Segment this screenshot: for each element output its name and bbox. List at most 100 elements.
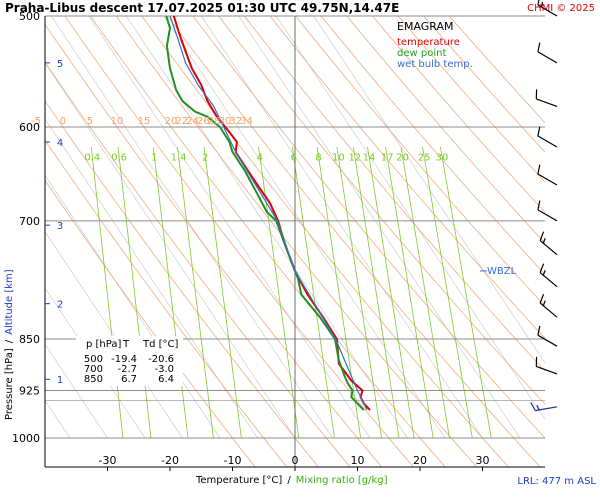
mixing-ratio-line: [117, 146, 152, 439]
wind-barb-staff: [537, 135, 558, 148]
wbzl-marker: WBZL: [480, 266, 517, 277]
dry-adiabat-line: [45, 23, 383, 467]
legend-title: EMAGRAM: [397, 20, 454, 33]
wind-barb-staff: [536, 98, 558, 107]
copyright-label: CHMI © 2025: [527, 3, 595, 14]
chart-title: Praha-Libus descent 17.07.2025 01:30 UTC…: [5, 1, 399, 15]
wind-barb: [537, 200, 558, 222]
wind-barb: [530, 402, 558, 412]
dry-adiabat-line: [243, 16, 545, 372]
altitude-axis-label: Altitude [km]: [4, 269, 15, 335]
theta-label: 26: [197, 116, 210, 127]
moist-adiabat-line: [238, 16, 521, 439]
theta-label: 5: [87, 116, 93, 127]
mixing-ratio-line: [385, 146, 434, 439]
wind-barb: [537, 126, 558, 148]
mixing-ratio-label: 8: [315, 153, 321, 164]
mixing-ratio-label: 30: [436, 153, 449, 164]
dry-adiabat-line: [192, 16, 545, 439]
wind-barb: [539, 263, 558, 288]
mixing-ratio-label: 1: [151, 153, 157, 164]
temperature-tick-label: 20: [413, 454, 427, 467]
lrl-label: LRL: 477 m ASL: [517, 476, 596, 487]
mixing-ratio-line: [90, 146, 124, 439]
altitude-tick-label: 2: [57, 300, 63, 311]
mixing-ratio-line: [336, 146, 382, 439]
altitude-tick-label: 4: [57, 138, 63, 149]
theta-label: 28: [208, 116, 221, 127]
wind-barb: [535, 89, 558, 107]
theta-label: 22: [175, 116, 188, 127]
pressure-tick-label: 700: [19, 215, 40, 228]
wind-barb-feather: [539, 293, 545, 304]
altitude-ticks: 5 4 3 2 1: [45, 59, 63, 386]
mixing-ratio-lines: [90, 146, 492, 439]
mixing-ratio-line: [439, 146, 492, 439]
dry-adiabat-line: [45, 139, 288, 467]
dry-adiabat-line: [269, 16, 545, 339]
mixing-ratio-label: 10: [332, 153, 345, 164]
dry-adiabat-line: [45, 179, 256, 467]
temperature-tick-label: 30: [476, 454, 490, 467]
table-row-500-t: -19.4: [111, 354, 137, 365]
altitude-tick-label: 5: [57, 59, 63, 70]
x-axis-label: Temperature [°C] / Mixing ratio [g/kg]: [195, 475, 388, 486]
wind-barb: [537, 0, 558, 17]
profile-series: [165, 16, 371, 411]
moist-adiabat-line: [45, 118, 258, 439]
altitude-tick-label: 3: [57, 221, 63, 232]
dry-adiabat-line: [397, 16, 545, 183]
theta-label: 0: [60, 116, 66, 127]
wind-barb-half-feather: [536, 405, 540, 411]
legend: EMAGRAM temperature dew point wet bulb t…: [397, 20, 473, 70]
theta-label: 15: [138, 116, 151, 127]
pressure-ticks: 500 600 700 850 925 1000: [12, 10, 40, 445]
mixing-ratio-line: [291, 146, 335, 439]
mixing-ratio-line: [177, 146, 214, 439]
dry-adiabat-line: [218, 16, 545, 405]
moist-adiabat-line: [45, 343, 108, 439]
mixing-ratio-line: [422, 146, 473, 439]
table-row-850-t: 6.7: [121, 374, 137, 385]
wind-barb-staff: [537, 51, 558, 64]
moist-adiabat-line: [163, 16, 446, 439]
wind-barbs: [530, 0, 558, 412]
theta-label: 20: [165, 116, 178, 127]
temperature-tick-label: -20: [161, 454, 179, 467]
table-row-850-td: 6.4: [158, 374, 174, 385]
wind-barb-feather: [537, 42, 541, 53]
wind-barb: [535, 356, 558, 375]
pressure-tick-label: 500: [19, 10, 40, 23]
pressure-tick-label: 925: [19, 385, 40, 398]
dry-adiabat-line: [372, 16, 545, 213]
table-row-500-td: -20.6: [148, 354, 174, 365]
legend-wetbulb: wet bulb temp.: [397, 59, 473, 70]
table-row-700-td: -3.0: [154, 364, 174, 375]
wind-barb-staff: [537, 173, 558, 186]
mixing-ratio-label: 17: [381, 153, 394, 164]
mixing-ratio-label: 6: [290, 153, 296, 164]
pressure-axis-label: Pressure [hPa]: [4, 348, 15, 420]
dry-adiabat-line: [166, 16, 541, 467]
moist-adiabat-line: [200, 16, 483, 439]
series-dew-point-line: [165, 16, 365, 411]
series-temperature-line: [172, 16, 371, 411]
dry-adiabat-line: [295, 16, 545, 307]
mixing-ratio-label: 2: [202, 153, 208, 164]
legend-dewpoint: dew point: [397, 48, 446, 59]
mixing-ratio-label: 14: [363, 153, 376, 164]
wind-barb: [539, 231, 558, 256]
wind-barb-half-feather: [542, 270, 546, 276]
wind-barb-feather: [539, 231, 545, 241]
temperature-tick-label: -10: [224, 454, 242, 467]
wind-barb: [537, 42, 558, 64]
dry-adiabat-line: [346, 16, 545, 244]
dry-adiabats: [45, 16, 545, 467]
wind-barb: [537, 164, 558, 186]
pressure-tick-label: 1000: [12, 432, 40, 445]
wind-barb-feather: [537, 0, 540, 6]
temperature-tick-label: -30: [99, 454, 117, 467]
theta-label: 10: [111, 116, 124, 127]
